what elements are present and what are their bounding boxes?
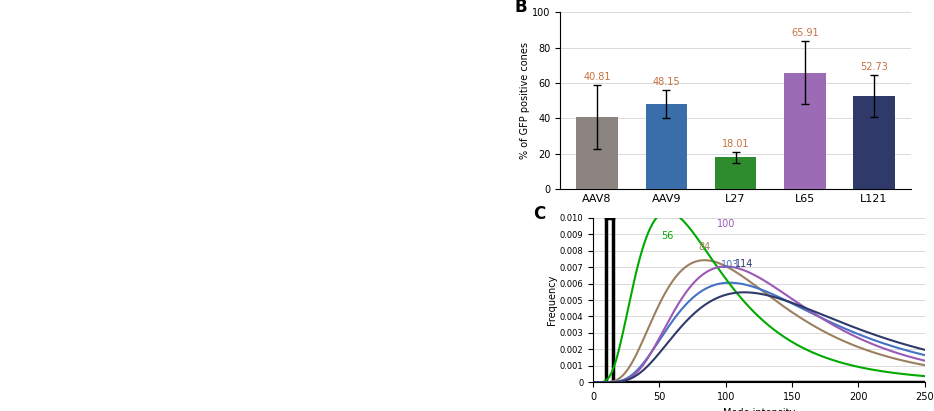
Bar [576, 117, 618, 189]
Text: 65.91: 65.91 [791, 28, 818, 38]
Text: C: C [533, 205, 545, 223]
Text: 103: 103 [720, 261, 739, 270]
Text: 100: 100 [716, 219, 735, 229]
Bar [784, 73, 826, 189]
Bar [715, 157, 757, 189]
Text: B: B [515, 0, 528, 16]
Y-axis label: Frequency: Frequency [546, 275, 557, 325]
Y-axis label: % of GFP positive cones: % of GFP positive cones [519, 42, 530, 159]
Text: 40.81: 40.81 [584, 72, 611, 83]
Bar [853, 96, 895, 189]
Text: 56: 56 [661, 231, 673, 241]
Text: 48.15: 48.15 [653, 77, 680, 87]
Bar [645, 104, 687, 189]
Text: 114: 114 [735, 259, 754, 269]
X-axis label: Mode intensity: Mode intensity [723, 408, 795, 411]
Text: 18.01: 18.01 [722, 139, 749, 149]
Text: 52.73: 52.73 [860, 62, 888, 72]
Text: 84: 84 [699, 242, 711, 252]
